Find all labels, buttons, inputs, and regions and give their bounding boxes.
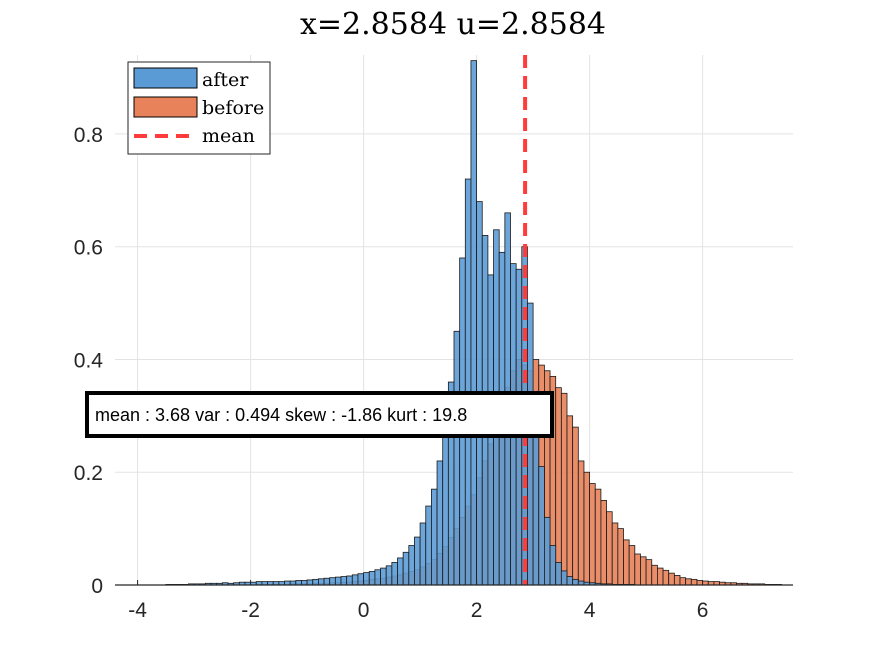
bar-before bbox=[566, 415, 574, 586]
bar-after bbox=[408, 545, 415, 586]
x-tick-label: -2 bbox=[241, 599, 260, 622]
chart-title: x=2.8584 u=2.8584 bbox=[300, 7, 606, 42]
legend: after before mean bbox=[127, 61, 271, 155]
bar-after bbox=[425, 505, 432, 586]
y-tick-label: 0.2 bbox=[74, 462, 103, 485]
x-tick-label: 6 bbox=[697, 599, 709, 622]
bar-before bbox=[594, 488, 602, 586]
bar-after bbox=[442, 426, 449, 586]
bar-before bbox=[668, 572, 675, 586]
legend-label-mean: mean bbox=[202, 125, 255, 147]
bar-before bbox=[555, 387, 562, 586]
y-axis: 0 0.2 0.4 0.6 0.8 bbox=[74, 124, 104, 598]
bar-after bbox=[317, 578, 325, 586]
bar-after bbox=[470, 60, 478, 586]
bar-before bbox=[617, 528, 624, 586]
bar-after bbox=[538, 466, 545, 586]
bar-after bbox=[363, 572, 370, 586]
bar-after bbox=[374, 569, 381, 586]
bar-before bbox=[651, 564, 658, 586]
legend-swatch-after bbox=[133, 67, 198, 89]
bar-after bbox=[419, 522, 427, 586]
bar-before bbox=[589, 483, 596, 586]
bar-after bbox=[368, 571, 376, 586]
bar-after bbox=[323, 577, 331, 586]
bar-after bbox=[351, 574, 359, 586]
bar-after bbox=[385, 565, 393, 586]
y-tick-label: 0.6 bbox=[74, 237, 103, 260]
x-tick-label: 4 bbox=[584, 599, 596, 622]
bar-before bbox=[696, 580, 704, 586]
bar-before bbox=[628, 545, 636, 586]
y-tick-label: 0.4 bbox=[74, 349, 104, 372]
bar-after bbox=[397, 557, 404, 586]
bar-before bbox=[662, 569, 670, 586]
bar-after bbox=[566, 576, 574, 586]
bar-before bbox=[606, 511, 613, 586]
y-tick-label: 0 bbox=[91, 575, 103, 598]
bar-after bbox=[555, 562, 562, 586]
bar-before bbox=[623, 539, 630, 586]
bar-after bbox=[357, 573, 365, 586]
bar-after bbox=[334, 576, 342, 586]
bar-before bbox=[640, 556, 647, 586]
bar-before bbox=[690, 578, 698, 586]
bar-before bbox=[600, 500, 607, 586]
bar-before bbox=[673, 575, 681, 586]
bar-before bbox=[577, 460, 585, 586]
bar-after bbox=[402, 551, 410, 586]
x-axis: -4 -2 0 2 4 6 bbox=[128, 580, 708, 622]
x-tick-label: 2 bbox=[471, 599, 483, 622]
bar-after bbox=[329, 577, 336, 586]
bar-before bbox=[657, 567, 664, 586]
bar-before bbox=[611, 522, 619, 586]
stats-annotation: mean : 3.68 var : 0.494 skew : -1.86 kur… bbox=[85, 391, 554, 438]
bar-after bbox=[340, 576, 348, 586]
bar-before bbox=[685, 578, 692, 586]
stats-text: mean : 3.68 var : 0.494 skew : -1.86 kur… bbox=[95, 405, 467, 425]
bar-after bbox=[312, 578, 319, 586]
bar-after bbox=[527, 302, 534, 586]
legend-label-after: after bbox=[202, 69, 249, 91]
y-tick-label: 0.8 bbox=[74, 124, 103, 147]
bar-after bbox=[549, 545, 557, 586]
bar-after bbox=[560, 570, 568, 586]
bar-after bbox=[301, 580, 308, 586]
bar-after bbox=[306, 579, 314, 586]
bar-after bbox=[295, 580, 302, 586]
x-tick-label: -4 bbox=[128, 599, 147, 622]
bar-before bbox=[583, 471, 591, 586]
bar-after bbox=[436, 460, 444, 586]
bar-after bbox=[572, 578, 579, 586]
bar-after bbox=[414, 536, 421, 586]
bar-after bbox=[464, 178, 472, 586]
bar-after bbox=[391, 562, 398, 586]
bar-before bbox=[634, 553, 641, 586]
bar-after bbox=[380, 567, 387, 586]
bar-after bbox=[346, 575, 353, 586]
bar-before bbox=[560, 392, 568, 586]
legend-swatch-before bbox=[133, 96, 198, 118]
bar-before bbox=[572, 426, 579, 586]
bar-after bbox=[430, 488, 438, 586]
bar-after bbox=[453, 330, 461, 586]
x-tick-label: 0 bbox=[358, 599, 370, 622]
bar-after bbox=[544, 516, 551, 586]
bar-before bbox=[645, 559, 653, 586]
bar-before bbox=[679, 577, 687, 586]
legend-label-before: before bbox=[202, 97, 264, 119]
